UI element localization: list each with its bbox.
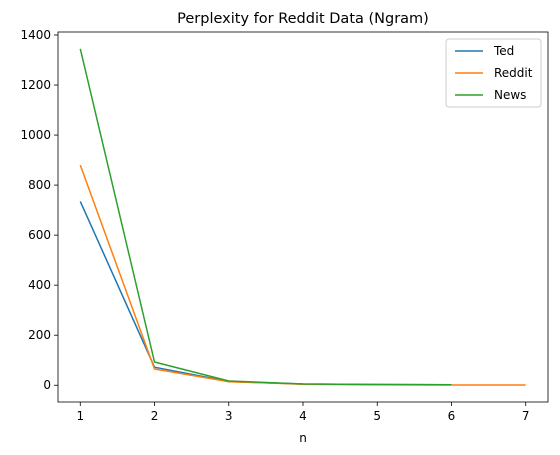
legend-label-reddit: Reddit — [494, 66, 533, 80]
plot-frame — [57, 31, 549, 403]
x-tick-label: 1 — [76, 409, 84, 423]
x-tick-label: 5 — [373, 409, 381, 423]
x-tick-label: 2 — [151, 409, 159, 423]
series-line-news — [79, 48, 452, 386]
x-tick-label: 7 — [522, 409, 530, 423]
legend-label-ted: Ted — [493, 44, 514, 58]
y-tick-label: 600 — [28, 228, 51, 242]
x-tick-label: 4 — [299, 409, 307, 423]
y-tick-label: 800 — [28, 178, 51, 192]
x-tick-label: 6 — [448, 409, 456, 423]
chart-title: Perplexity for Reddit Data (Ngram) — [177, 11, 429, 27]
y-tick-label: 400 — [28, 278, 51, 292]
y-tick-label: 0 — [43, 378, 51, 392]
legend-box — [445, 38, 542, 108]
series-line-ted — [79, 201, 452, 386]
legend-label-news: News — [494, 88, 526, 102]
legend: Ted Reddit News — [445, 38, 542, 108]
y-tick-label: 1400 — [20, 28, 51, 42]
y-tick-label: 200 — [28, 328, 51, 342]
axis-ticks: 1 2 3 4 5 6 7 0 200 400 600 800 1000 1200 1400 — [20, 28, 529, 423]
y-tick-label: 1000 — [20, 128, 51, 142]
y-tick-label: 1200 — [20, 78, 51, 92]
series-lines — [79, 48, 526, 386]
x-axis-label: n — [299, 431, 307, 445]
x-tick-label: 3 — [225, 409, 233, 423]
